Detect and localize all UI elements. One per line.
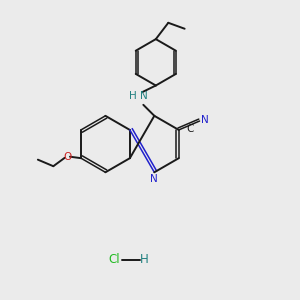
Text: H: H: [129, 91, 136, 101]
Text: N: N: [140, 91, 148, 101]
Text: H: H: [140, 254, 148, 266]
Text: C: C: [187, 124, 194, 134]
Text: N: N: [201, 115, 208, 124]
Text: N: N: [150, 174, 158, 184]
Text: Cl: Cl: [109, 254, 120, 266]
Text: O: O: [64, 152, 72, 162]
